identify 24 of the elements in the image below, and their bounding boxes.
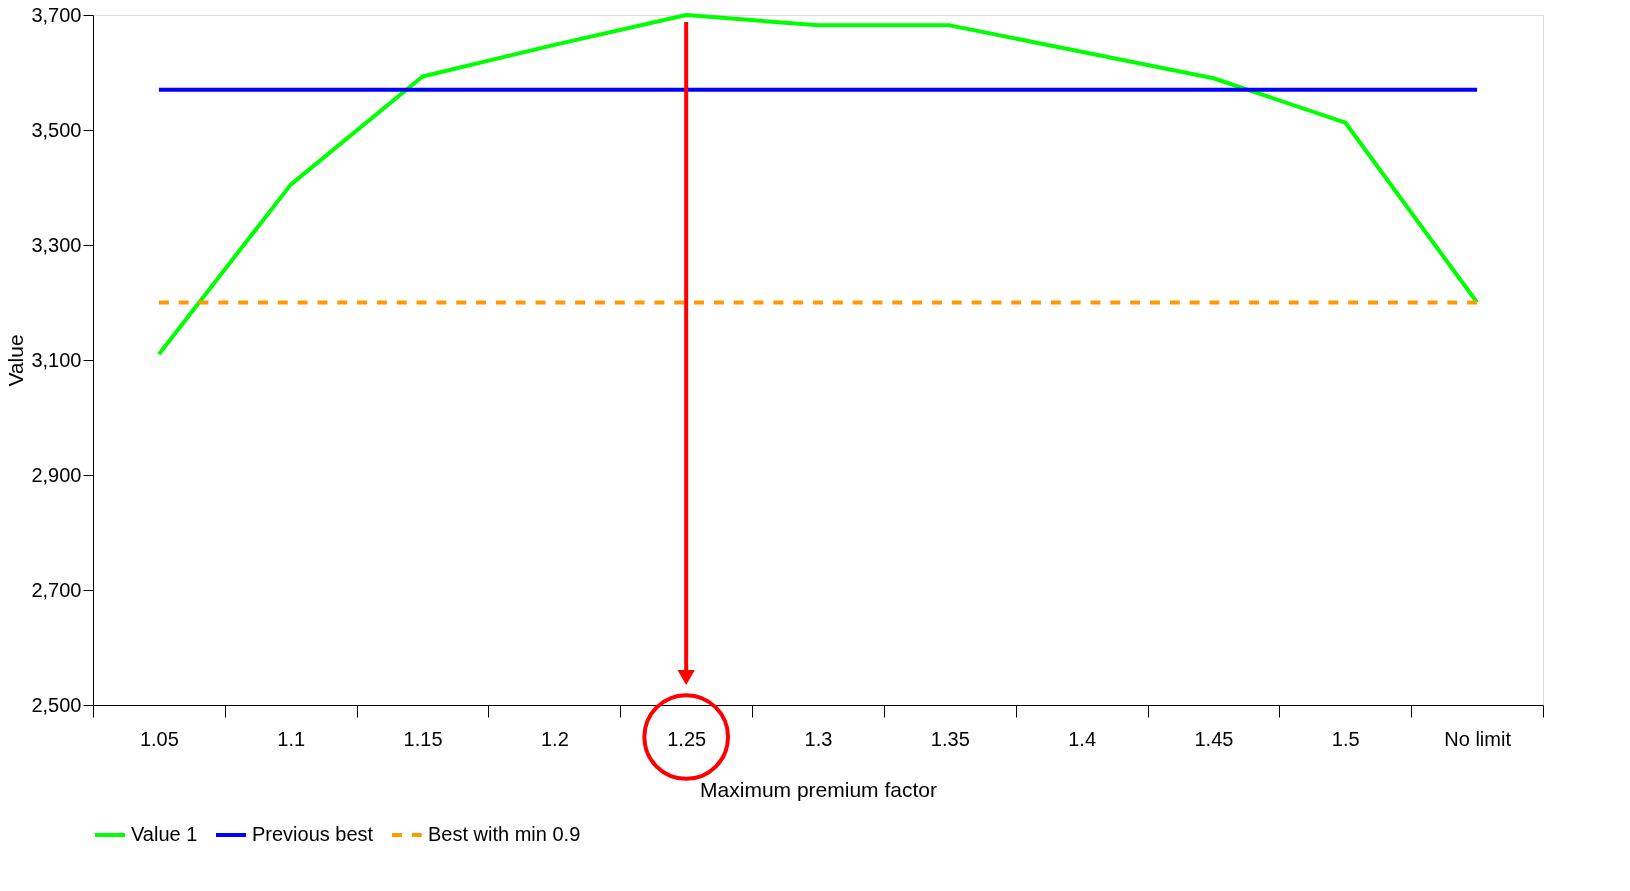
y-tick-label: 2,900 bbox=[31, 463, 82, 486]
x-tick-label: 1.4 bbox=[1068, 727, 1097, 750]
x-tick-label: 1.3 bbox=[804, 727, 833, 750]
y-tick-label: 2,700 bbox=[31, 578, 82, 601]
line-series bbox=[156, 13, 1480, 357]
y-tick-label: 3,300 bbox=[31, 233, 82, 256]
y-tick-label: 2,500 bbox=[31, 693, 82, 716]
x-tick-label: No limit bbox=[1444, 727, 1512, 750]
y-tick-label: 3,500 bbox=[31, 118, 82, 141]
x-tick-label: 1.05 bbox=[139, 727, 179, 750]
y-tick-label: 3,100 bbox=[31, 348, 82, 371]
x-tick-label: 1.45 bbox=[1194, 727, 1234, 750]
legend-label: Value 1 bbox=[131, 823, 198, 845]
x-tick-label: 1.2 bbox=[540, 727, 569, 750]
y-tick-label: 3,700 bbox=[31, 3, 82, 26]
y-axis-title: Value bbox=[4, 334, 28, 387]
x-tick-label: 1.1 bbox=[277, 727, 306, 750]
legend-label: Best with min 0.9 bbox=[428, 823, 581, 845]
legend-label: Previous best bbox=[252, 823, 374, 845]
x-tick-label: 1.35 bbox=[930, 727, 970, 750]
x-tick-label: 1.15 bbox=[403, 727, 443, 750]
x-tick-label: 1.25 bbox=[667, 727, 707, 750]
x-tick-label: 1.5 bbox=[1331, 727, 1360, 750]
x-axis-title: Maximum premium factor bbox=[700, 777, 937, 801]
